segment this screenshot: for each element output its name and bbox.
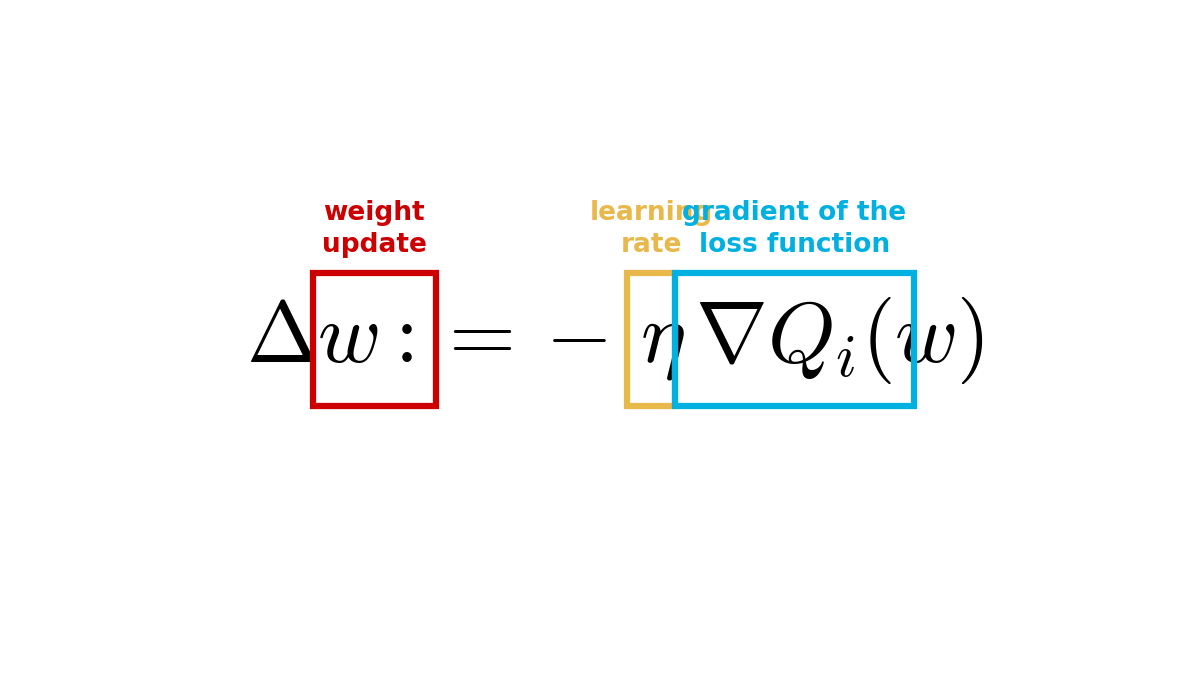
Text: $\Delta w := -\,\eta\,\nabla Q_i(w)$: $\Delta w := -\,\eta\,\nabla Q_i(w)$ — [246, 296, 984, 386]
Text: gradient of the
loss function: gradient of the loss function — [683, 200, 906, 258]
Text: learning
rate: learning rate — [589, 200, 713, 258]
Bar — [313, 273, 436, 406]
Text: weight
update: weight update — [322, 200, 426, 258]
Bar — [628, 273, 676, 406]
Bar — [674, 273, 914, 406]
